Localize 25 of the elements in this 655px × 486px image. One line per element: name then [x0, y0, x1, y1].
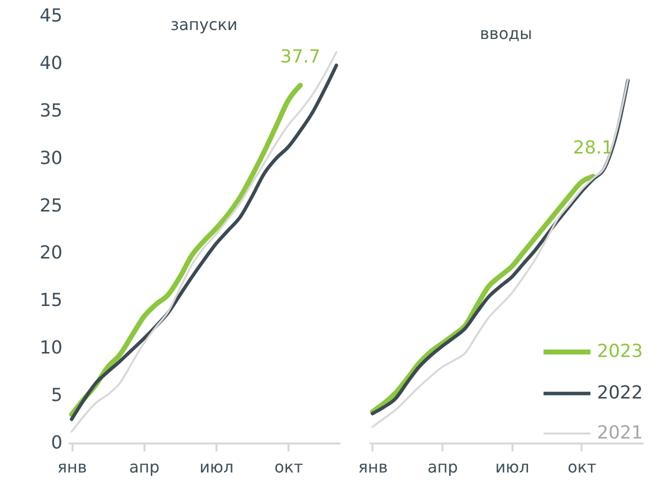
y-tick-label: 5	[51, 385, 62, 406]
text: вводы	[480, 24, 532, 43]
y-tick-label: 20	[40, 242, 62, 264]
x-tick-label: окт	[274, 458, 304, 476]
x-tick-label: апр	[427, 458, 458, 476]
y-tick-label: 35	[40, 100, 62, 122]
y-tick-label: 45	[40, 6, 62, 26]
y-tick-label: 40	[40, 52, 62, 74]
x-tick-label: янв	[57, 458, 87, 476]
legend-label: 2022	[597, 382, 643, 404]
x-tick-label: июл	[495, 458, 530, 476]
chart-title: запуски	[170, 15, 238, 34]
data-label: 37.7	[280, 46, 320, 68]
x-tick-label: янв	[358, 458, 388, 476]
data-label: 28.1	[573, 137, 614, 158]
y-tick-label: 10	[40, 338, 62, 359]
x-tick-label: апр	[129, 458, 160, 476]
x-tick-label: окт	[568, 458, 596, 476]
legend-label: 2021	[597, 422, 643, 444]
y-tick-label: 15	[40, 290, 62, 312]
y-tick-label: 25	[40, 195, 62, 216]
legend-label: 2023	[597, 341, 643, 362]
y-tick-label: 0	[51, 432, 62, 454]
y-tick-label: 30	[40, 148, 62, 169]
x-tick-label: июл	[199, 458, 234, 476]
